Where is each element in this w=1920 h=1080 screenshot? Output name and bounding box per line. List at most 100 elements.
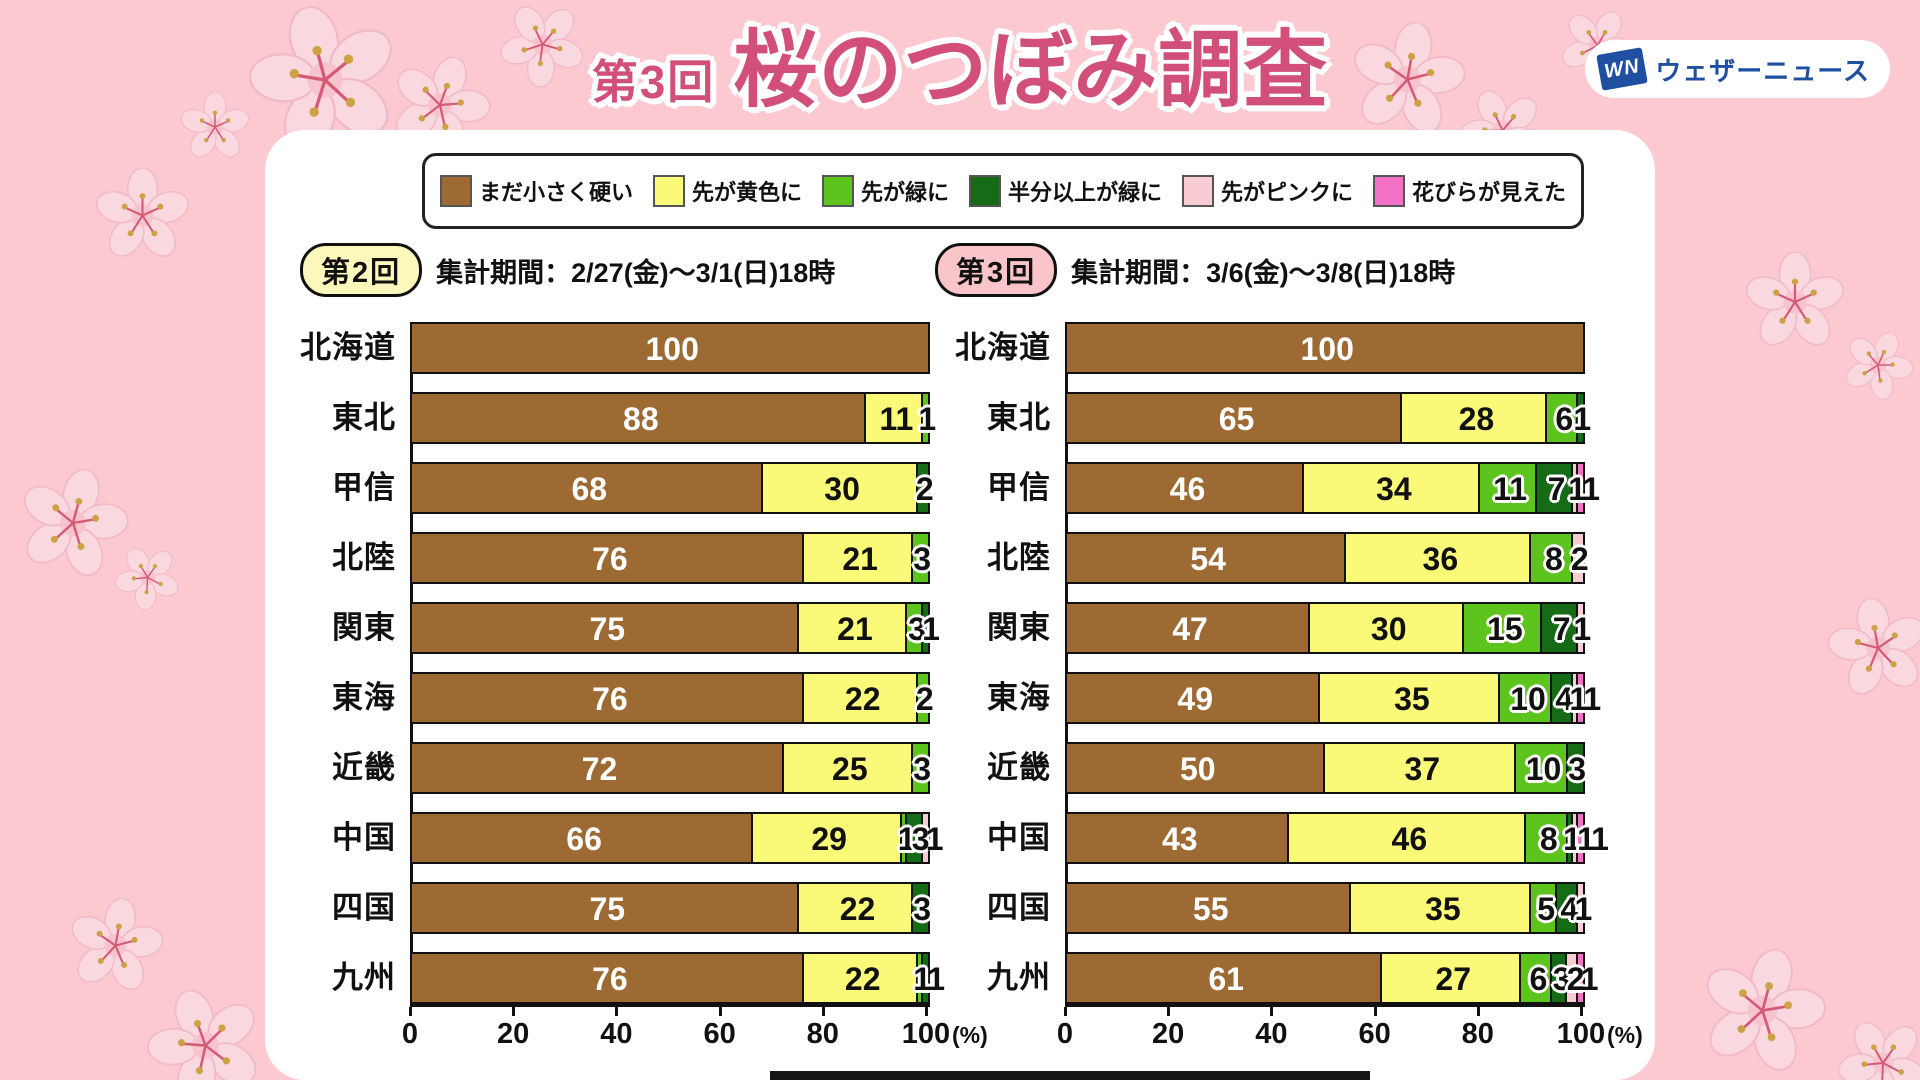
chart-row-九州: 九州 76 22 1 1	[332, 952, 945, 1004]
chart-row-北陸: 北陸 54 36 8 2	[987, 532, 1589, 584]
bar-segment	[412, 744, 784, 792]
chart-row-甲信: 甲信 46 34 11 7 1 1	[987, 462, 1600, 514]
axis-tick-label: 40	[600, 1018, 633, 1050]
bar-value: 88	[623, 401, 659, 437]
bar-value: 46	[1391, 821, 1428, 857]
round2-badge: 第2回	[300, 243, 423, 297]
bar-value: 100	[1300, 331, 1354, 367]
stacked-bar: 49 35 10 4 1 1	[1065, 672, 1601, 724]
bar-segment	[1500, 674, 1553, 722]
legend: まだ小さく硬い 先が黄色に 先が緑に 半分以上が緑に 先がピンクに 花びらが見えた	[422, 153, 1584, 229]
bar-segment	[1067, 394, 1403, 442]
bar-value-labels: 61 27 6 3 2 1	[1069, 956, 1598, 1004]
bar-value: 55	[1192, 891, 1229, 927]
bar-value: 1	[1573, 611, 1592, 647]
bar-value: 46	[1169, 471, 1206, 507]
bar-value: 1	[925, 821, 944, 857]
bar-segment	[1067, 744, 1325, 792]
bar-value: 25	[832, 751, 868, 787]
bar-segment	[917, 464, 928, 512]
bar-value-labels: 100	[1069, 326, 1585, 374]
region-label: 東海	[332, 680, 396, 715]
bar-segment	[1577, 954, 1583, 1002]
bar-value: 75	[589, 611, 626, 647]
bar-value: 61	[1208, 961, 1244, 997]
stacked-bar: 55 35 5 4 1	[1065, 882, 1592, 934]
bar-value: 1	[1582, 471, 1601, 507]
bar-value: 2	[915, 471, 934, 507]
bar-value: 15	[1487, 611, 1523, 647]
chart-row-東海: 東海 49 35 10 4 1 1	[987, 672, 1601, 724]
bar-value: 3	[913, 751, 932, 787]
bar-segment	[799, 884, 913, 932]
axis-line	[410, 1004, 930, 1007]
legend-label: 先が緑に	[860, 180, 949, 205]
bar-value: 49	[1177, 681, 1213, 717]
bar-segment	[1067, 884, 1351, 932]
legend-swatch-icon	[821, 175, 854, 207]
bar-segment	[412, 604, 799, 652]
stacked-bar: 88 11 1	[410, 392, 936, 444]
bar-segment	[1577, 394, 1583, 442]
bar-segment	[922, 394, 928, 442]
region-label: 中国	[332, 820, 396, 855]
bar-value: 1	[1569, 681, 1588, 717]
region-label: 関東	[332, 610, 396, 645]
sakura-decoration	[1821, 1001, 1920, 1080]
bar-segment	[1067, 954, 1382, 1002]
axis-tick	[1064, 1007, 1067, 1016]
stacked-bar: 61 27 6 3 2 1	[1065, 952, 1599, 1004]
bar-segment	[1464, 604, 1542, 652]
bar-segment	[783, 744, 913, 792]
bar-segment	[1531, 884, 1558, 932]
axis-tick-label: 40	[1255, 1018, 1288, 1050]
chart-row-東北: 東北 88 11 1	[332, 392, 936, 444]
bar-value: 30	[824, 471, 860, 507]
bar-value: 10	[1510, 681, 1546, 717]
bar-value: 1	[1580, 961, 1599, 997]
axis-line	[1065, 1004, 1585, 1007]
bar-segment	[1325, 744, 1516, 792]
region-label: 甲信	[987, 470, 1051, 505]
bar-segment	[1567, 814, 1573, 862]
bar-value-labels: 72 25 3	[414, 746, 932, 794]
bar-segment	[1067, 674, 1320, 722]
stacked-bar: 50 37 10 3	[1065, 742, 1586, 794]
stacked-bar: 72 25 3	[410, 742, 932, 794]
bar-segment	[1515, 744, 1568, 792]
bar-segment	[917, 674, 928, 722]
bar-value: 21	[842, 541, 878, 577]
right-chart-x-axis: 0 20 40 60 80 100 (%)	[1057, 1004, 1643, 1068]
bar-segment	[799, 604, 908, 652]
bar-segment	[922, 604, 928, 652]
bar-value: 2	[1566, 961, 1585, 997]
bar-value: 8	[1539, 821, 1558, 857]
bar-value: 43	[1161, 821, 1198, 857]
bar-segment	[1577, 674, 1583, 722]
bar-segment	[1572, 814, 1578, 862]
bar-segment	[912, 534, 928, 582]
bar-segment	[1288, 814, 1527, 862]
stacked-bar: 65 28 6 1	[1065, 392, 1591, 444]
axis-tick	[821, 1007, 825, 1016]
legend-label: 半分以上が緑に	[1008, 180, 1163, 205]
region-label: 北陸	[987, 540, 1051, 575]
bar-segment	[1067, 814, 1289, 862]
bar-value: 1	[1568, 471, 1587, 507]
bar-value: 2	[915, 681, 934, 717]
legend-swatch-icon	[652, 175, 685, 207]
bar-value: 76	[592, 681, 628, 717]
bar-segment	[1309, 604, 1465, 652]
bar-segment	[1577, 464, 1583, 512]
bar-value: 68	[571, 471, 608, 507]
stacked-bar: 76 22 2	[410, 672, 934, 724]
bar-segment	[1567, 744, 1583, 792]
legend-item: 半分以上が緑に	[969, 175, 1162, 207]
axis-tick-label: 80	[1461, 1018, 1494, 1050]
axis-tick-label: 20	[1152, 1018, 1185, 1050]
chart-row-四国: 四国 75 22 3	[332, 882, 931, 934]
bar-value: 75	[589, 891, 626, 927]
bar-value-labels: 100	[414, 326, 930, 374]
bar-segment	[912, 884, 928, 932]
bar-segment	[1572, 534, 1583, 582]
